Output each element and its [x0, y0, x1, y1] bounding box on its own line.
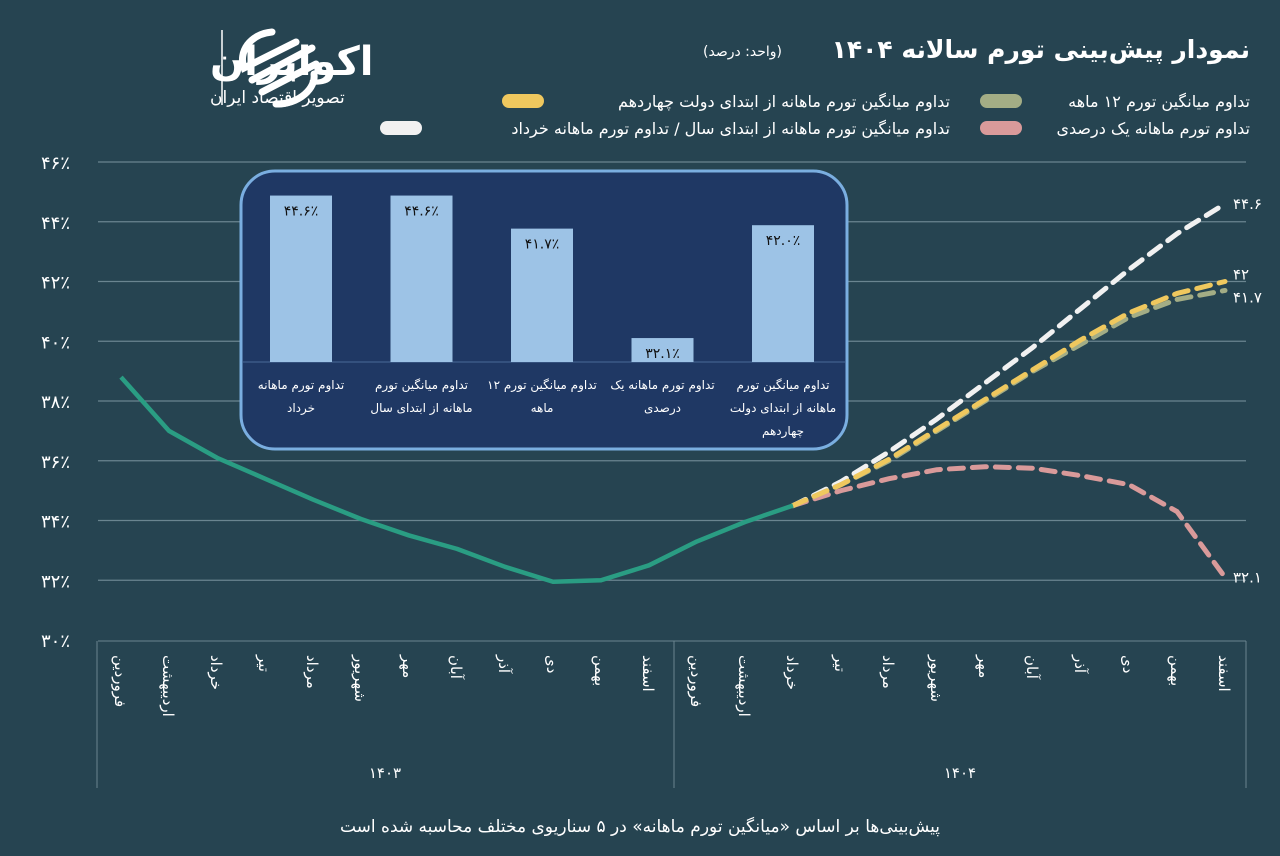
logo-swirl-icon [238, 28, 320, 108]
inset-category-label: ماهانه از ابتدای سال [370, 401, 472, 416]
x-tick-label: تیر [255, 654, 273, 672]
y-tick-label: ۴۶٪ [41, 153, 70, 174]
x-tick-label: آذر [1071, 654, 1089, 674]
inset-bar [631, 338, 694, 362]
legend-label: تداوم تورم ماهانه یک درصدی [1056, 119, 1250, 139]
x-tick-label: اردیبهشت [159, 655, 177, 717]
x-tick-label: اسفند [639, 655, 657, 692]
legend-item-yellow: تداوم میانگین تورم ماهانه از ابتدای دولت… [502, 92, 950, 112]
year-label: ۱۴۰۴ [944, 764, 976, 782]
inset-category-label: تداوم تورم ماهانه یک [610, 378, 714, 393]
x-tick-label: مرداد [303, 655, 321, 689]
chart-unit: (واحد: درصد) [703, 44, 782, 60]
x-tick-label: آبان [1023, 655, 1041, 680]
x-tick-label: تیر [831, 654, 849, 672]
y-axis: ۳۰٪ ۳۲٪ ۳۴٪ ۳۶٪ ۳۸٪ ۴۰٪ ۴۲٪ ۴۴٪ ۴۶٪ [41, 153, 70, 652]
inset-bar-value: ۴۲.۰٪ [766, 233, 801, 249]
inset-bar [390, 195, 453, 362]
y-tick-label: ۳۴٪ [41, 512, 70, 533]
chart-title: نمودار پیش‌بینی تورم سالانه ۱۴۰۴ [832, 35, 1250, 65]
inset-bar [511, 228, 573, 362]
inset-bar-chart: ۴۴.۶٪ تداوم تورم ماهانه خرداد ۴۴.۶٪ تداوم می… [239, 169, 849, 451]
y-tick-label: ۴۲٪ [41, 273, 70, 294]
inset-category-label: تداوم میانگین تورم [736, 378, 829, 393]
series-line-pink [790, 464, 1228, 580]
inset-category-label: چهاردهم [762, 424, 804, 439]
legend-label: تداوم میانگین تورم ماهانه از ابتدای دولت… [618, 92, 950, 112]
logo: اکوایران تصویر اقتصاد ایران [210, 28, 374, 108]
logo-tagline: تصویر اقتصاد ایران [210, 88, 345, 108]
x-tick-label: مهر [399, 654, 417, 678]
y-tick-label: ۳۲٪ [41, 571, 70, 592]
x-tick-label: دی [1119, 655, 1137, 673]
inset-bar-value: ۴۱.۷٪ [525, 237, 560, 253]
end-value-label: ۴۱.۷ [1233, 288, 1262, 306]
x-tick-label: بهمن [591, 655, 609, 686]
y-tick-label: ۳۰٪ [41, 631, 70, 652]
series-line-white [790, 201, 1228, 509]
x-tick-label: مهر [975, 654, 993, 678]
history-line [119, 375, 794, 584]
legend-item-olive: تداوم میانگین تورم ۱۲ ماهه [980, 92, 1250, 112]
x-tick-label: بهمن [1167, 655, 1185, 686]
inset-category-label: ماهه [531, 401, 554, 415]
end-value-label: ۴۲ [1233, 266, 1249, 284]
inset-bar-value: ۳۲.۱٪ [645, 346, 680, 362]
x-tick-label: مرداد [879, 655, 897, 689]
inset-category-label: ماهانه از ابتدای دولت [730, 401, 836, 416]
x-tick-label: اردیبهشت [735, 655, 753, 717]
legend-swatch [980, 94, 1022, 108]
x-tick-label: شهریور [351, 654, 369, 702]
legend-label: تداوم میانگین تورم ۱۲ ماهه [1068, 92, 1250, 112]
logo-name: اکوایران [210, 39, 374, 85]
legend-item-pink: تداوم تورم ماهانه یک درصدی [980, 119, 1250, 139]
x-tick-label: اسفند [1215, 655, 1233, 692]
end-value-label: ۳۲.۱ [1233, 568, 1262, 586]
legend-item-white: تداوم میانگین تورم ماهانه از ابتدای سال … [380, 119, 950, 139]
y-tick-label: ۳۸٪ [41, 392, 70, 413]
year-label: ۱۴۰۳ [369, 764, 401, 782]
x-tick-label: آذر [495, 654, 513, 674]
y-tick-label: ۴۴٪ [41, 213, 70, 234]
x-tick-label: شهریور [927, 654, 945, 702]
inset-category-label: تداوم تورم ماهانه [258, 378, 344, 393]
inset-bar [752, 225, 814, 362]
legend-swatch [380, 121, 422, 135]
inset-category-label: درصدی [644, 401, 681, 416]
inset-bar-value: ۴۴.۶٪ [284, 204, 319, 220]
x-axis: فروردین اردیبهشت خرداد تیر مرداد شهریور مهر آبا… [96, 640, 1247, 788]
series-lines: ۴۴.۶ ۳۲.۱ ۴۱.۷ ۴۲ [119, 195, 1262, 586]
legend-swatch [980, 121, 1022, 135]
x-tick-label: خرداد [783, 655, 801, 690]
legend: تداوم میانگین تورم ۱۲ ماهه تداوم میانگین… [380, 92, 1250, 139]
x-tick-label: فروردین [111, 655, 129, 707]
end-value-label: ۴۴.۶ [1233, 195, 1262, 213]
y-tick-label: ۴۰٪ [41, 332, 70, 353]
inset-bar-value: ۴۴.۶٪ [404, 204, 439, 220]
x-tick-label: فروردین [687, 655, 705, 707]
legend-label: تداوم میانگین تورم ماهانه از ابتدای سال … [511, 119, 950, 139]
legend-swatch [502, 94, 544, 108]
x-tick-label: دی [543, 655, 561, 673]
y-tick-label: ۳۶٪ [41, 452, 70, 473]
x-tick-label: آبان [447, 655, 465, 680]
inset-bar [270, 195, 332, 362]
inset-category-label: خرداد [287, 401, 315, 416]
inset-category-label: تداوم میانگین تورم ۱۲ [487, 378, 597, 393]
series-line-yellow [790, 279, 1228, 509]
footnote: پیش‌بینی‌ها بر اساس «میانگین تورم ماهانه… [340, 816, 940, 837]
x-tick-label: خرداد [207, 655, 225, 690]
inset-category-label: تداوم میانگین تورم [375, 378, 468, 393]
